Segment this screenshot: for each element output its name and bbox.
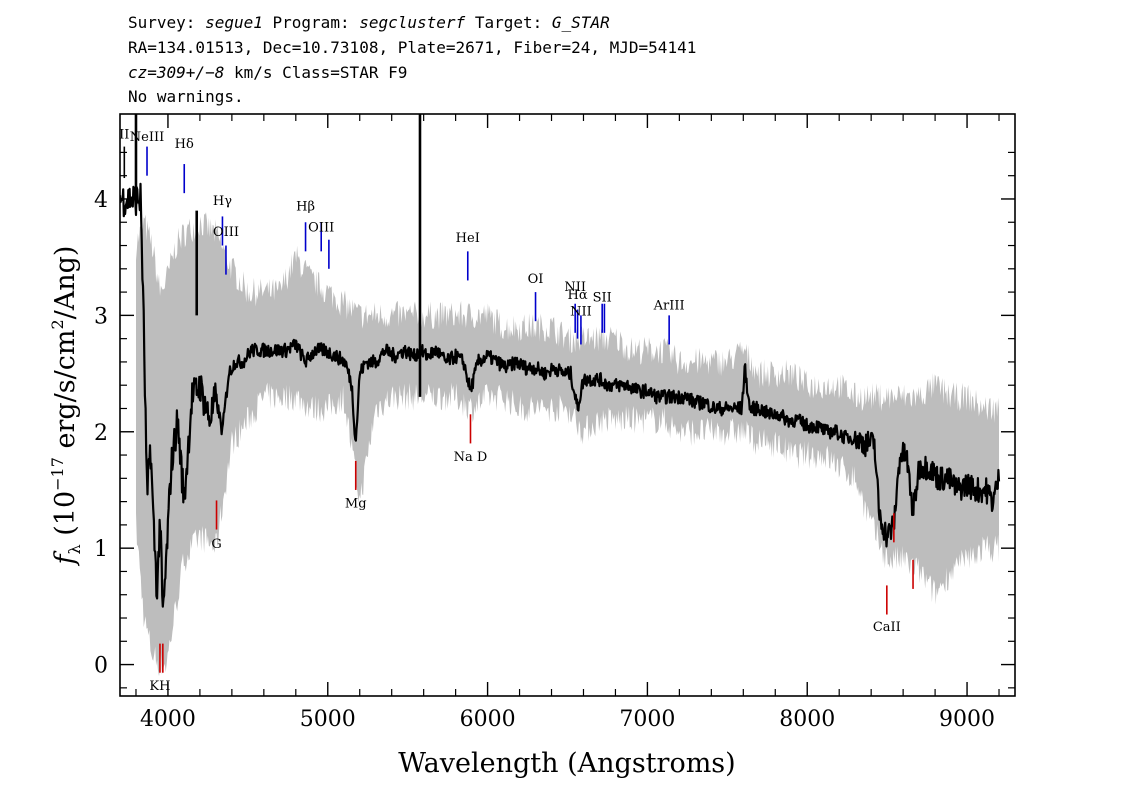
- survey-label: Survey:: [128, 13, 195, 32]
- survey-value: segue1: [205, 13, 263, 32]
- flux-line: [120, 182, 1001, 608]
- x-tick-label-5: 9000: [939, 707, 995, 732]
- y-label-units: erg/s/cm: [50, 330, 81, 449]
- annotation-label-19: Mg: [345, 496, 367, 511]
- annotation-label-18: G: [211, 537, 221, 552]
- line-annotations: II NeIII HδHγOIIIHβOIIIHeIOINIIHαNIISIIArI…: [119, 127, 914, 694]
- axis-ticks: 4000 5000 6000 7000 8000 9000 0 1 2 3 4: [94, 114, 1015, 732]
- annotation-label-13: SII: [593, 290, 612, 305]
- target-value: G_STAR: [552, 13, 610, 32]
- y-label-exp: −17: [48, 457, 67, 491]
- annotation-label-10: NII: [564, 280, 586, 295]
- plot-area: II NeIII HδHγOIIIHβOIIIHeIOINIIHαNIISIIArI…: [119, 114, 1001, 694]
- y-axis-label: fλ (10−17 erg/s/cm2/Ang): [48, 246, 84, 567]
- x-tick-label-4: 8000: [779, 707, 835, 732]
- program-value: segclusterf: [359, 13, 465, 32]
- annotation-label-2: Hδ: [175, 137, 194, 152]
- header-line-2: RA=134.01513, Dec=10.73108, Plate=2671, …: [128, 38, 696, 57]
- annotation-label-1: NeIII: [130, 130, 164, 145]
- x-tick-label-1: 5000: [300, 707, 356, 732]
- y-tick-label-2: 2: [94, 421, 108, 446]
- class-value: km/s Class=STAR F9: [224, 63, 407, 82]
- annotation-label-11: Hα: [568, 288, 588, 303]
- x-tick-label-2: 6000: [460, 707, 516, 732]
- annotation-label-12: NII: [570, 304, 592, 319]
- annotation-label-15: ArIII: [653, 299, 685, 314]
- annotation-label-8: HeI: [456, 231, 480, 246]
- annotation-label-9: OI: [528, 272, 544, 287]
- y-label-end: /Ang): [50, 246, 81, 320]
- y-tick-label-1: 1: [94, 537, 108, 562]
- x-tick-label-0: 4000: [140, 707, 196, 732]
- header-line-4: No warnings.: [128, 87, 244, 106]
- annotation-label-0: II: [119, 127, 129, 142]
- y-label-sub: λ: [65, 544, 84, 554]
- target-label: Target:: [475, 13, 542, 32]
- annotation-label-6: OIII: [308, 221, 334, 236]
- y-tick-label-0: 0: [94, 654, 108, 679]
- cz-value: cz=309+/−8: [128, 63, 224, 82]
- error-band: [136, 212, 999, 677]
- annotation-label-5: Hβ: [296, 200, 315, 215]
- annotation-label-4: OIII: [213, 225, 239, 240]
- annotation-label-20: Na D: [454, 450, 488, 465]
- header-line-3: cz=309+/−8 km/s Class=STAR F9: [128, 63, 407, 82]
- program-label: Program:: [273, 13, 350, 32]
- x-axis-label: Wavelength (Angstroms): [398, 748, 735, 779]
- y-tick-label-3: 3: [94, 304, 108, 329]
- y-tick-label-4: 4: [94, 188, 108, 213]
- x-tick-label-3: 7000: [619, 707, 675, 732]
- annotation-label-16: KH: [149, 679, 170, 694]
- plot-frame: [119, 113, 1016, 697]
- annotation-label-21: CaII: [873, 620, 901, 635]
- y-label-exp2: 2: [48, 319, 67, 329]
- annotation-label-3: Hγ: [213, 194, 232, 209]
- y-label-rest: (10: [50, 491, 81, 536]
- header-line-1: Survey: segue1 Program: segclusterf Targ…: [128, 13, 610, 32]
